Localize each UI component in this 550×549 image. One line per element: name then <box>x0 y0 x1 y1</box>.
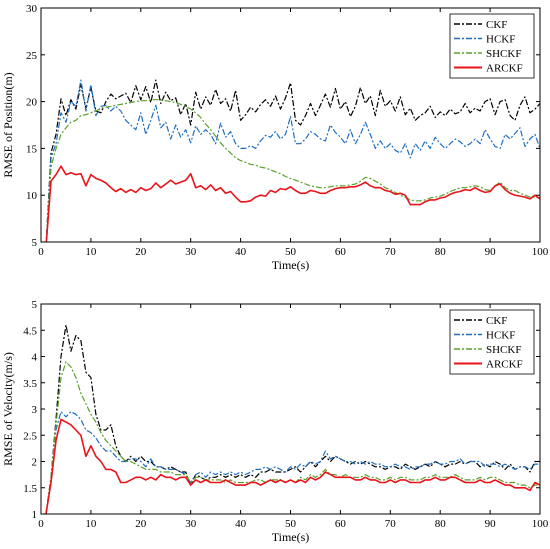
y-tick-label: 1.5 <box>23 483 37 495</box>
x-tick-label: 50 <box>285 518 297 530</box>
x-tick-label: 10 <box>85 246 97 258</box>
x-tick-label: 80 <box>435 246 447 258</box>
x-tick-label: 40 <box>235 246 247 258</box>
series-line-shckf <box>45 99 540 242</box>
x-tick-label: 100 <box>532 518 549 530</box>
legend: CKF HCKF SHCKF ARCKF <box>449 13 535 79</box>
legend: CKF HCKF SHCKF ARCKF <box>449 309 535 375</box>
x-axis-label: Time(s) <box>272 258 310 272</box>
series-line-hckf <box>45 79 540 242</box>
y-tick-label: 20 <box>26 97 38 109</box>
x-tick-label: 10 <box>85 518 97 530</box>
x-tick-label: 50 <box>285 246 297 258</box>
x-tick-label: 20 <box>135 518 147 530</box>
y-tick-label: 25 <box>26 50 38 62</box>
legend-label-arckf: ARCKF <box>486 63 523 75</box>
x-tick-label: 90 <box>485 246 497 258</box>
x-tick-label: 70 <box>385 246 397 258</box>
series-line-ckf <box>45 324 540 514</box>
y-tick-label: 5 <box>32 299 38 311</box>
x-tick-label: 0 <box>38 518 44 530</box>
x-tick-label: 60 <box>335 518 347 530</box>
y-tick-label: 30 <box>26 3 38 15</box>
series-line-shckf <box>45 361 540 514</box>
y-tick-label: 4.5 <box>23 325 37 337</box>
y-tick-label: 2.5 <box>23 430 37 442</box>
x-tick-label: 20 <box>135 246 147 258</box>
legend-label-hckf: HCKF <box>486 34 515 46</box>
legend-label-shckf: SHCKF <box>486 344 521 356</box>
legend-label-arckf: ARCKF <box>486 359 523 371</box>
x-tick-label: 30 <box>185 246 197 258</box>
legend-label-ckf: CKF <box>486 315 507 327</box>
x-tick-label: 60 <box>335 246 347 258</box>
y-tick-label: 10 <box>26 190 38 202</box>
series-line-ckf <box>45 79 540 242</box>
y-axis-label: RMSE of Position(m) <box>1 72 15 177</box>
y-axis-label: RMSE of Velocity(m/s) <box>1 352 15 466</box>
x-tick-label: 70 <box>385 518 397 530</box>
y-tick-label: 2 <box>32 457 38 469</box>
series-line-arckf <box>45 165 540 242</box>
y-tick-label: 4 <box>32 352 38 364</box>
chart-panel-2: 0 10 20 30 40 50 60 70 80 90 100 1 1.5 2 2.5 3 3.5 4 4.5 5 T… <box>1 299 549 544</box>
x-tick-label: 80 <box>435 518 447 530</box>
x-tick-label: 40 <box>235 518 247 530</box>
series-line-hckf <box>45 411 540 514</box>
legend-label-hckf: HCKF <box>486 330 515 342</box>
y-tick-label: 5 <box>32 237 38 249</box>
y-tick-label: 15 <box>26 143 38 155</box>
y-tick-label: 3.5 <box>23 378 37 390</box>
x-tick-label: 100 <box>532 246 549 258</box>
chart-panel-1: 0 10 20 30 40 50 60 70 80 90 100 5 10 15 20 25 30 Time(s)… <box>1 3 549 272</box>
series-line-arckf <box>45 418 540 514</box>
legend-label-ckf: CKF <box>486 19 507 31</box>
x-tick-label: 90 <box>485 518 497 530</box>
x-tick-label: 0 <box>38 246 44 258</box>
x-tick-label: 30 <box>185 518 197 530</box>
y-tick-label: 3 <box>32 404 38 416</box>
y-tick-label: 1 <box>32 509 38 521</box>
legend-label-shckf: SHCKF <box>486 48 521 60</box>
x-axis-label: Time(s) <box>272 530 310 544</box>
